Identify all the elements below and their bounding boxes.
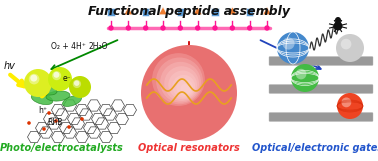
Circle shape: [30, 75, 37, 82]
Circle shape: [53, 72, 59, 78]
Text: h⁺: h⁺: [38, 106, 47, 115]
Circle shape: [291, 64, 319, 92]
Circle shape: [180, 84, 191, 94]
Circle shape: [168, 71, 197, 99]
Circle shape: [335, 17, 341, 23]
Circle shape: [29, 74, 39, 84]
Circle shape: [67, 125, 71, 129]
Circle shape: [141, 45, 237, 141]
Ellipse shape: [46, 91, 70, 101]
Text: Functional peptide assembly: Functional peptide assembly: [88, 5, 290, 18]
Circle shape: [265, 26, 269, 30]
Circle shape: [177, 79, 193, 96]
Circle shape: [47, 111, 51, 115]
Circle shape: [164, 66, 199, 101]
Circle shape: [152, 53, 205, 106]
Circle shape: [341, 39, 352, 49]
Polygon shape: [263, 7, 271, 15]
Ellipse shape: [31, 93, 53, 105]
FancyBboxPatch shape: [269, 85, 373, 94]
Text: Photo/electrocatalysts: Photo/electrocatalysts: [0, 143, 124, 153]
Circle shape: [48, 67, 72, 91]
Circle shape: [282, 38, 294, 50]
Text: hv: hv: [4, 61, 16, 71]
Text: 2H₂O: 2H₂O: [88, 42, 108, 51]
Circle shape: [52, 71, 61, 80]
FancyBboxPatch shape: [142, 8, 149, 16]
Circle shape: [178, 26, 182, 30]
Circle shape: [248, 26, 252, 30]
FancyBboxPatch shape: [246, 8, 253, 16]
Circle shape: [333, 22, 342, 30]
Circle shape: [144, 26, 148, 30]
Polygon shape: [124, 7, 133, 15]
Circle shape: [54, 119, 58, 123]
Circle shape: [277, 32, 309, 64]
Circle shape: [69, 76, 91, 98]
Circle shape: [80, 117, 84, 121]
Circle shape: [126, 26, 130, 30]
FancyBboxPatch shape: [269, 113, 373, 122]
Text: Optical resonators: Optical resonators: [138, 143, 240, 153]
Text: RhB: RhB: [47, 118, 63, 127]
Text: O₂ + 4H⁺: O₂ + 4H⁺: [51, 42, 85, 51]
Text: e⁻: e⁻: [63, 74, 71, 83]
Circle shape: [196, 26, 200, 30]
Polygon shape: [228, 7, 237, 15]
Circle shape: [156, 57, 203, 104]
Circle shape: [341, 97, 351, 107]
Circle shape: [74, 80, 79, 86]
Circle shape: [230, 26, 234, 30]
Ellipse shape: [39, 87, 57, 95]
FancyBboxPatch shape: [107, 8, 115, 16]
Polygon shape: [159, 7, 167, 15]
Circle shape: [73, 80, 81, 88]
Circle shape: [296, 69, 307, 79]
FancyBboxPatch shape: [177, 8, 184, 16]
Text: Optical/electronic gates: Optical/electronic gates: [253, 143, 378, 153]
Circle shape: [337, 93, 363, 119]
Circle shape: [24, 69, 52, 97]
Circle shape: [42, 127, 46, 131]
Circle shape: [109, 26, 113, 30]
Circle shape: [213, 26, 217, 30]
Circle shape: [160, 62, 201, 103]
Circle shape: [336, 34, 364, 62]
FancyBboxPatch shape: [269, 57, 373, 66]
FancyBboxPatch shape: [211, 8, 219, 16]
Circle shape: [27, 121, 31, 125]
Circle shape: [161, 26, 165, 30]
Ellipse shape: [62, 96, 82, 106]
Circle shape: [172, 75, 195, 98]
Polygon shape: [193, 7, 202, 15]
